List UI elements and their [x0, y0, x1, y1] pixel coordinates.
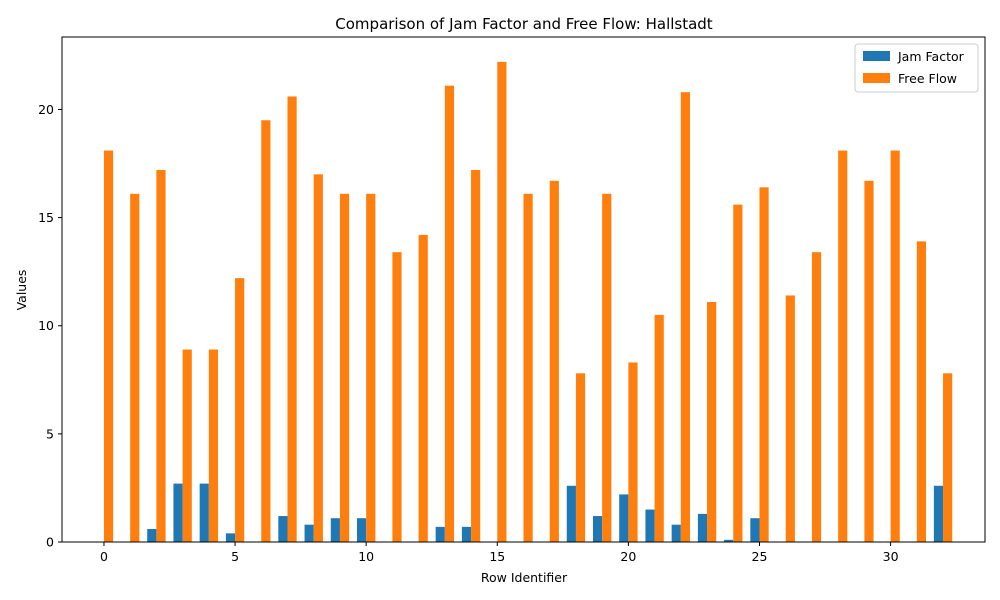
- bar-free-flow-14: [471, 170, 481, 543]
- bar-free-flow-11: [392, 252, 402, 542]
- bar-jam-factor-22: [671, 524, 681, 542]
- y-axis-ticks: 0 5 10 15 20: [38, 102, 62, 550]
- bar-jam-factor-24: [724, 539, 734, 542]
- bar-free-flow-10: [366, 193, 376, 543]
- x-tick-label: 10: [358, 549, 374, 564]
- x-tick-label: 20: [620, 549, 636, 564]
- bar-free-flow-29: [864, 180, 874, 542]
- bar-free-flow-3: [182, 349, 192, 542]
- legend-swatch-free-flow: [863, 73, 890, 83]
- bar-free-flow-20: [628, 362, 638, 542]
- bar-free-flow-5: [235, 278, 245, 542]
- bar-jam-factor-23: [697, 513, 708, 542]
- bar-jam-factor-2: [147, 529, 157, 542]
- y-tick-label: 0: [46, 535, 54, 550]
- bar-free-flow-25: [759, 187, 769, 542]
- bar-jam-factor-10: [356, 518, 367, 542]
- bar-free-flow-32: [943, 373, 953, 542]
- y-tick-label: 10: [38, 318, 54, 333]
- legend-swatch-jam-factor: [863, 51, 890, 61]
- y-tick-label: 5: [46, 426, 54, 441]
- bar-free-flow-13: [444, 85, 455, 542]
- bar-free-flow-18: [575, 373, 586, 542]
- bar-jam-factor-3: [173, 483, 183, 542]
- bar-jam-factor-25: [750, 518, 760, 542]
- bar-free-flow-30: [890, 150, 900, 543]
- bar-free-flow-9: [339, 193, 350, 543]
- x-tick-label: 30: [883, 549, 899, 564]
- bar-free-flow-12: [418, 234, 428, 542]
- bar-jam-factor-5: [225, 533, 236, 542]
- legend-label-free-flow: Free Flow: [898, 71, 957, 86]
- bar-free-flow-27: [811, 252, 822, 542]
- x-tick-label: 0: [100, 549, 108, 564]
- bar-free-flow-24: [733, 204, 743, 542]
- bar-jam-factor-18: [566, 485, 576, 542]
- bar-free-flow-2: [156, 170, 166, 543]
- bar-free-flow-22: [680, 92, 691, 542]
- y-tick-label: 20: [38, 102, 54, 117]
- bar-free-flow-1: [130, 193, 140, 543]
- bar-free-flow-16: [523, 193, 533, 543]
- bar-free-flow-26: [785, 295, 795, 542]
- bar-jam-factor-14: [461, 526, 472, 542]
- bar-free-flow-31: [916, 241, 927, 542]
- x-axis-label: Row Identifier: [481, 570, 568, 585]
- plot-frame: [61, 36, 986, 543]
- bar-free-flow-28: [838, 150, 848, 543]
- x-tick-label: 25: [752, 549, 768, 564]
- bar-jam-factor-19: [592, 516, 603, 542]
- bar-free-flow-19: [602, 193, 612, 543]
- bar-free-flow-0: [103, 150, 114, 543]
- bar-jam-factor-13: [435, 526, 445, 542]
- bar-jam-factor-32: [933, 485, 944, 542]
- bar-free-flow-21: [654, 314, 664, 542]
- bar-free-flow-23: [707, 301, 717, 542]
- bar-free-flow-15: [497, 61, 507, 542]
- bar-free-flow-4: [208, 349, 219, 542]
- bar-free-flow-8: [313, 174, 323, 542]
- bars-group: [103, 61, 953, 543]
- x-axis-ticks: 0 5 10 15 20 25 30: [100, 542, 899, 564]
- y-axis-label: Values: [14, 270, 29, 311]
- bar-jam-factor-8: [304, 524, 314, 542]
- legend: Jam Factor Free Flow: [854, 43, 979, 93]
- bar-jam-factor-4: [199, 483, 209, 542]
- legend-label-jam-factor: Jam Factor: [897, 49, 965, 64]
- bar-jam-factor-7: [278, 516, 288, 542]
- bar-jam-factor-20: [619, 494, 629, 542]
- x-tick-label: 15: [489, 549, 505, 564]
- x-tick-label: 5: [231, 549, 239, 564]
- bar-free-flow-17: [549, 180, 559, 542]
- bar-jam-factor-21: [645, 509, 655, 542]
- bar-jam-factor-9: [330, 518, 340, 542]
- chart-title: Comparison of Jam Factor and Free Flow: …: [335, 15, 713, 33]
- bar-free-flow-7: [287, 96, 297, 542]
- bar-free-flow-6: [261, 120, 271, 542]
- y-tick-label: 15: [38, 210, 54, 225]
